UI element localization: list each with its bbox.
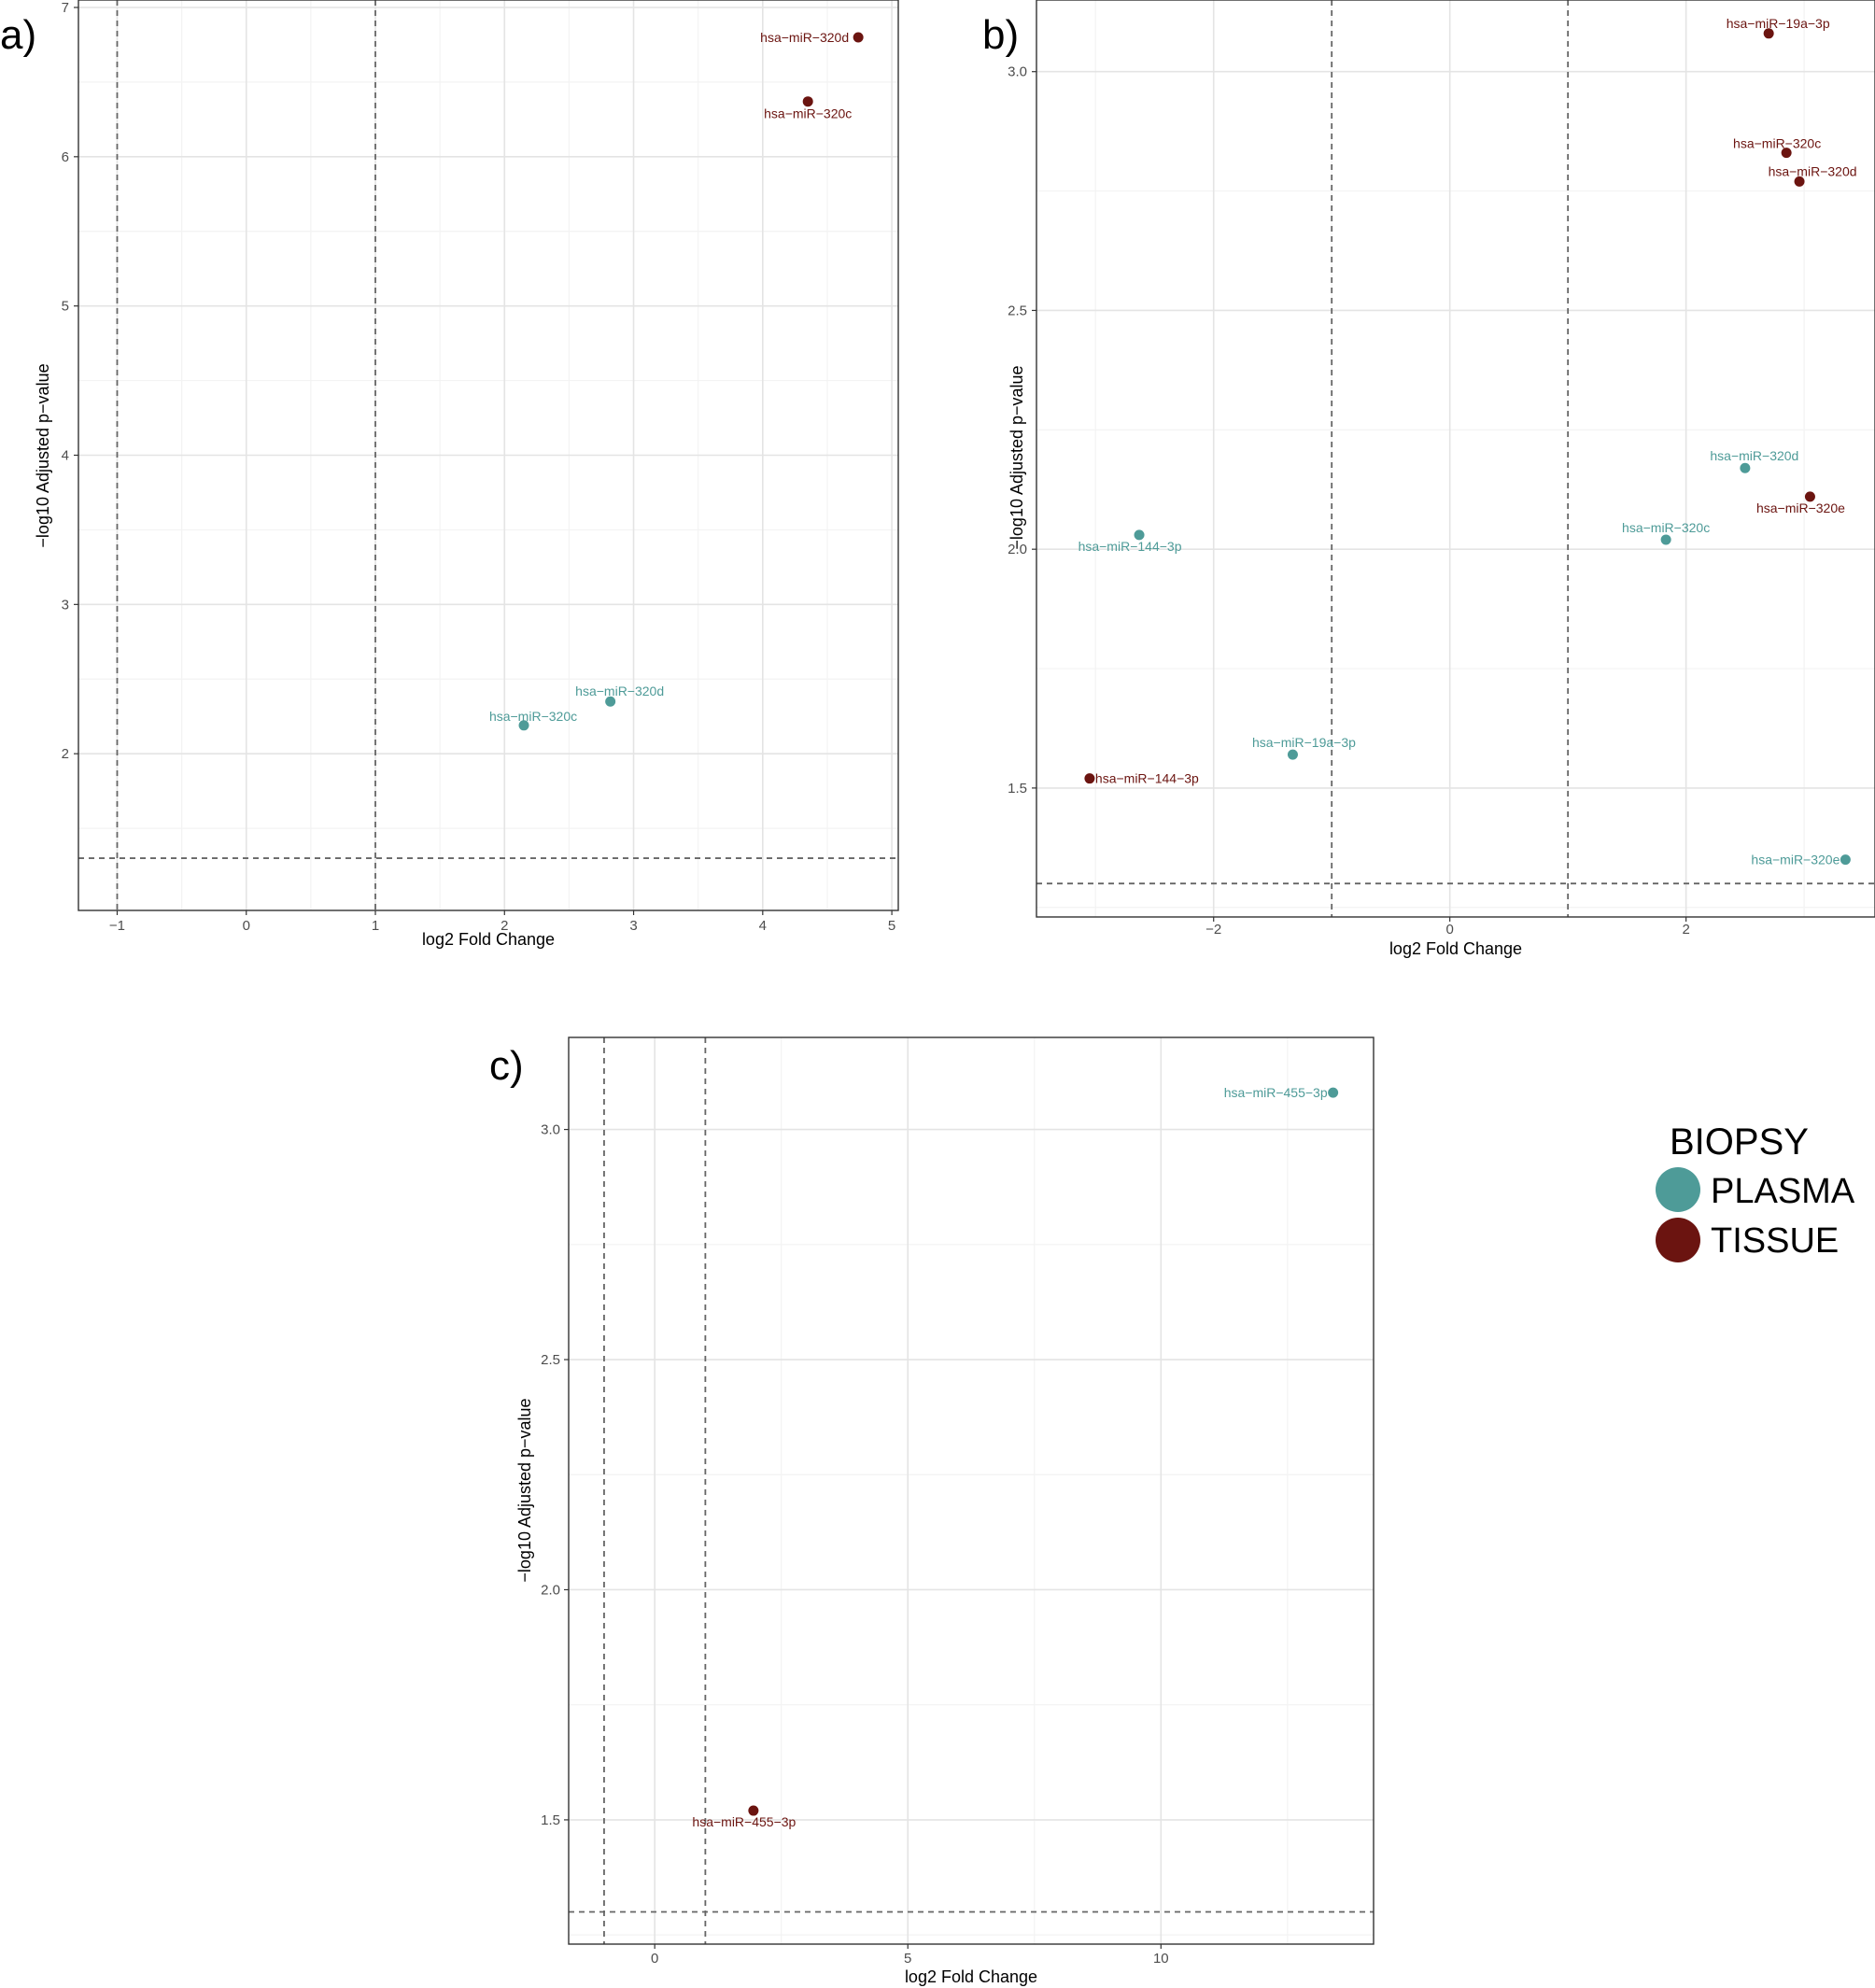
x-tick-label: 10 <box>1153 1951 1169 1967</box>
data-point-tissue <box>748 1805 759 1816</box>
plot-background <box>569 1037 1374 1944</box>
plot-background <box>1036 0 1875 917</box>
y-tick-label: 3.0 <box>541 1122 560 1138</box>
x-axis-title: log2 Fold Change <box>905 1967 1037 1986</box>
x-tick-label: 0 <box>243 918 250 934</box>
x-tick-label: 0 <box>1446 922 1454 938</box>
y-axis-title: −log10 Adjusted p−value <box>34 363 52 547</box>
data-point-tissue <box>1781 148 1792 159</box>
data-point-tissue <box>1763 28 1774 39</box>
y-tick-label: 1.5 <box>1008 781 1027 797</box>
data-point-plasma <box>518 720 529 731</box>
data-point-tissue <box>1084 773 1095 784</box>
y-tick-label: 2 <box>62 746 69 762</box>
data-point-label: hsa−miR−455−3p <box>1224 1085 1328 1100</box>
data-point-plasma <box>1287 749 1298 760</box>
x-tick-label: −1 <box>109 918 125 934</box>
x-axis-title: log2 Fold Change <box>1389 939 1522 958</box>
y-tick-label: 2.5 <box>541 1352 560 1368</box>
data-point-plasma <box>605 696 616 707</box>
panel-letter-a: a) <box>0 12 36 58</box>
y-axis-title: −log10 Adjusted p−value <box>1008 365 1026 549</box>
data-point-label: hsa−miR−320d <box>575 684 664 698</box>
y-axis-title: −log10 Adjusted p−value <box>515 1398 534 1582</box>
x-tick-label: −2 <box>1205 922 1221 938</box>
x-tick-label: 3 <box>629 918 637 934</box>
data-point-plasma <box>1660 534 1671 545</box>
panel-c: c) 0 5 10 1.5 2.0 2.5 3.0 log2 Fold Change −lo… <box>489 1036 1375 1986</box>
y-tick-label: 3 <box>62 597 69 613</box>
y-tick-label: 5 <box>62 299 69 315</box>
y-tick-label: 3.0 <box>1008 64 1027 80</box>
x-tick-label: 0 <box>651 1951 658 1967</box>
data-point-label: hsa−miR−320d <box>1710 448 1798 463</box>
y-tick-label: 2.0 <box>541 1582 560 1598</box>
x-tick-label: 2 <box>500 918 508 934</box>
y-tick-label: 4 <box>62 448 69 464</box>
data-point-label: hsa−miR−320d <box>760 30 849 45</box>
plot-frame <box>568 1036 1375 1945</box>
data-point-plasma <box>1328 1087 1339 1098</box>
data-point-label: hsa−miR−320c <box>764 106 852 121</box>
data-point-label: hsa−miR−19a−3p <box>1727 16 1830 31</box>
y-tick-label: 7 <box>62 0 69 16</box>
y-tick-label: 6 <box>62 149 69 165</box>
legend-label-plasma: PLASMA <box>1711 1172 1855 1211</box>
panel-letter-c: c) <box>489 1043 524 1089</box>
data-point-label: hsa−miR−19a−3p <box>1252 735 1356 750</box>
panel-b: b) −2 0 2 1.5 2.0 2.5 3.0 log2 Fold Change −lo… <box>982 0 1875 958</box>
y-tick-label: 1.5 <box>541 1812 560 1828</box>
data-point-label: hsa−miR−320c <box>489 709 577 724</box>
data-point-label: hsa−miR−320c <box>1733 136 1821 151</box>
legend-item-tissue: TISSUE <box>1656 1218 1839 1262</box>
data-point-tissue <box>853 32 864 43</box>
data-point-label: hsa−miR−320c <box>1622 520 1710 535</box>
data-point-label: hsa−miR−144−3p <box>1095 771 1199 786</box>
legend-item-plasma: PLASMA <box>1656 1167 1855 1212</box>
legend-label-tissue: TISSUE <box>1711 1221 1839 1261</box>
legend-swatch-tissue <box>1656 1218 1700 1262</box>
data-point-tissue <box>802 96 813 107</box>
data-point-label: hsa−miR−320e <box>1751 853 1840 867</box>
data-point-label: hsa−miR−320d <box>1769 163 1857 178</box>
data-point-tissue <box>1804 491 1815 502</box>
x-tick-label: 1 <box>372 918 379 934</box>
data-point-label: hsa−miR−320e <box>1756 501 1845 515</box>
x-tick-label: 5 <box>888 918 895 934</box>
x-tick-label: 5 <box>904 1951 911 1967</box>
legend: BIOPSY PLASMA TISSUE <box>1656 1121 1855 1262</box>
data-point-label: hsa−miR−455−3p <box>692 1814 796 1829</box>
legend-title: BIOPSY <box>1670 1121 1809 1163</box>
data-point-plasma <box>1740 462 1751 473</box>
x-tick-label: 2 <box>1682 922 1689 938</box>
panel-letter-b: b) <box>982 12 1019 58</box>
legend-swatch-plasma <box>1656 1167 1700 1212</box>
x-axis-title: log2 Fold Change <box>422 930 555 949</box>
y-tick-label: 2.5 <box>1008 303 1027 318</box>
data-point-plasma <box>1134 529 1145 541</box>
data-point-label: hsa−miR−144−3p <box>1078 539 1182 554</box>
plot-frame <box>1036 0 1875 918</box>
x-tick-label: 4 <box>759 918 767 934</box>
data-point-plasma <box>1840 854 1851 866</box>
panel-a: a) −1 0 1 2 3 4 5 2 3 4 5 6 7 log2 Fold Change −log1… <box>0 0 899 949</box>
y-tick-label: 2.0 <box>1008 542 1027 557</box>
data-point-tissue <box>1794 176 1805 187</box>
